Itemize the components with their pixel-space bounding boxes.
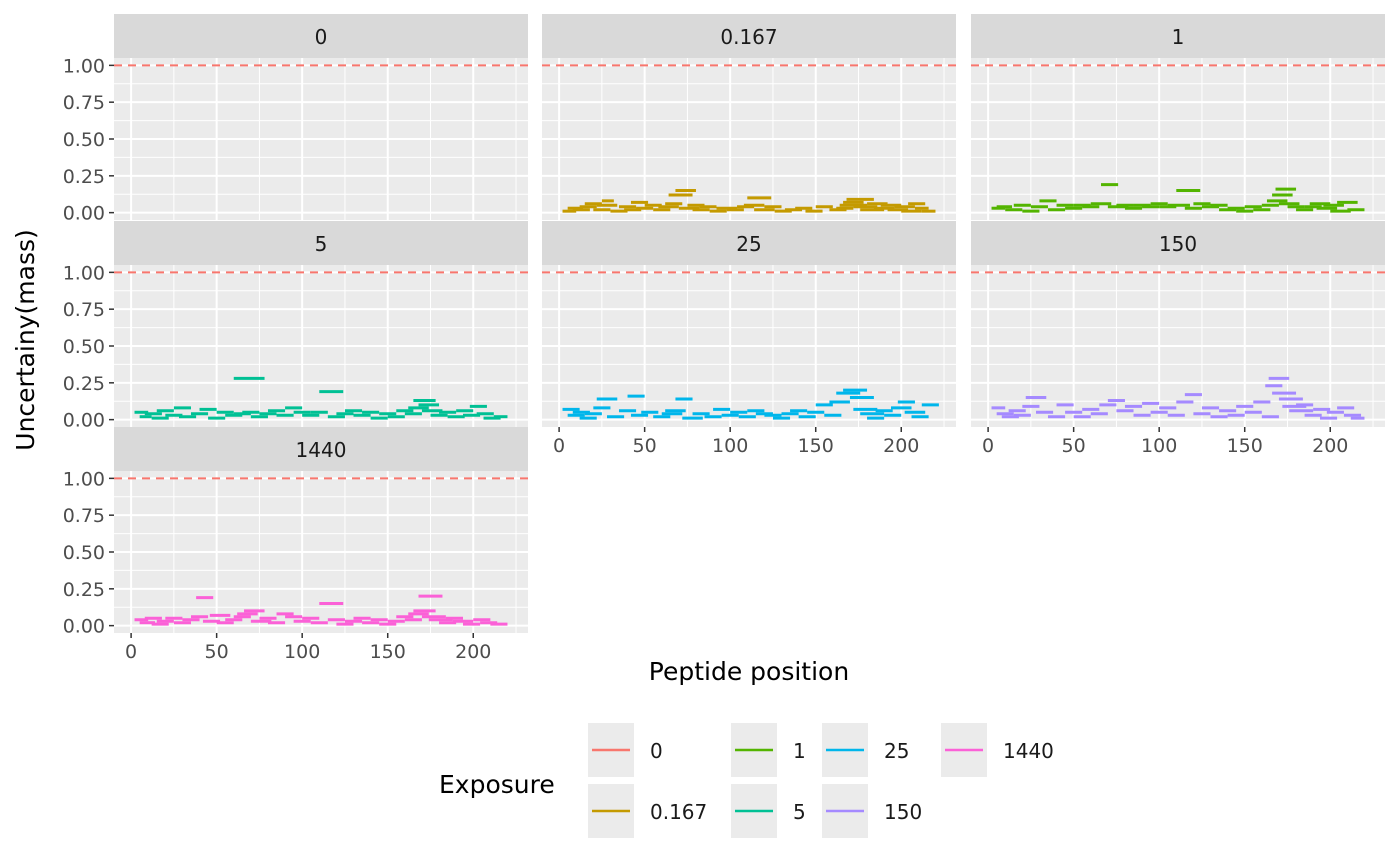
x-tick-label: 100: [1141, 435, 1177, 457]
facet-strip: [971, 221, 1385, 265]
legend-label: 25: [884, 739, 909, 763]
facet-1440: 1440 0.00 0.25 0.50 0.75 1.00 0 50 100 150 200: [63, 427, 528, 663]
facet-0: 0 0.00 0.25 0.50 0.75 1.00: [63, 14, 528, 225]
facet-strip: [114, 221, 528, 265]
facet-strip-label: 1: [1172, 25, 1185, 49]
facet-strip-label: 25: [736, 232, 761, 256]
y-tick-label: 1.00: [63, 262, 105, 284]
facet-strip: [114, 14, 528, 58]
y-axis-title: Uncertainy(mass): [11, 229, 40, 450]
y-tick-label: 0.00: [63, 410, 105, 432]
facet-strip-label: 5: [315, 232, 328, 256]
legend: 0 0.167 1 5 25 150 1440: [588, 723, 1054, 838]
facet-strip: [971, 14, 1385, 58]
y-tick-label: 0.00: [63, 616, 105, 638]
x-tick-label: 0: [125, 641, 137, 663]
x-tick-label: 50: [1062, 435, 1086, 457]
facet-strip-label: 1440: [296, 438, 347, 462]
x-tick-label: 50: [633, 435, 657, 457]
x-tick-label: 150: [370, 641, 406, 663]
x-tick-label: 50: [205, 641, 229, 663]
legend-label: 150: [884, 800, 922, 824]
legend-label: 0.167: [650, 800, 707, 824]
y-tick-label: 0.25: [63, 579, 105, 601]
y-tick-label: 0.25: [63, 166, 105, 188]
facet-1: 1: [971, 14, 1385, 220]
y-tick-label: 0.50: [63, 542, 105, 564]
y-tick-label: 0.50: [63, 336, 105, 358]
legend-label: 0: [650, 739, 663, 763]
legend-label: 1: [793, 739, 806, 763]
y-tick-label: 0.75: [63, 92, 105, 114]
facet-strip: [542, 14, 956, 58]
facet-panels: 0 0.00 0.25 0.50 0.75 1.00 0.167 1 5 0.00 0.25 0.50…: [63, 14, 1385, 663]
y-tick-label: 0.75: [63, 505, 105, 527]
legend-label: 1440: [1003, 739, 1054, 763]
facet-strip-label: 0.167: [720, 25, 777, 49]
x-tick-label: 200: [883, 435, 919, 457]
x-tick-label: 100: [284, 641, 320, 663]
facet-strip: [114, 427, 528, 471]
x-tick-label: 100: [712, 435, 748, 457]
facet-0.167: 0.167: [542, 14, 956, 220]
y-tick-label: 0.25: [63, 373, 105, 395]
x-tick-label: 200: [455, 641, 491, 663]
y-tick-label: 0.75: [63, 299, 105, 321]
x-tick-label: 0: [553, 435, 565, 457]
facet-25: 25 0 50 100 150 200: [542, 221, 956, 457]
x-axis-title: Peptide position: [649, 657, 849, 686]
facet-strip-label: 150: [1159, 232, 1197, 256]
y-tick-label: 1.00: [63, 55, 105, 77]
facet-5: 5 0.00 0.25 0.50 0.75 1.00: [63, 221, 528, 432]
x-tick-label: 200: [1312, 435, 1348, 457]
legend-title: Exposure: [439, 770, 555, 799]
legend-label: 5: [793, 800, 806, 824]
facet-150: 150 0 50 100 150 200: [971, 221, 1385, 457]
y-tick-label: 1.00: [63, 468, 105, 490]
x-tick-label: 150: [798, 435, 834, 457]
facet-strip: [542, 221, 956, 265]
x-tick-label: 0: [982, 435, 994, 457]
x-tick-label: 150: [1227, 435, 1263, 457]
facet-strip-label: 0: [315, 25, 328, 49]
y-tick-label: 0.50: [63, 129, 105, 151]
y-tick-label: 0.00: [63, 203, 105, 225]
